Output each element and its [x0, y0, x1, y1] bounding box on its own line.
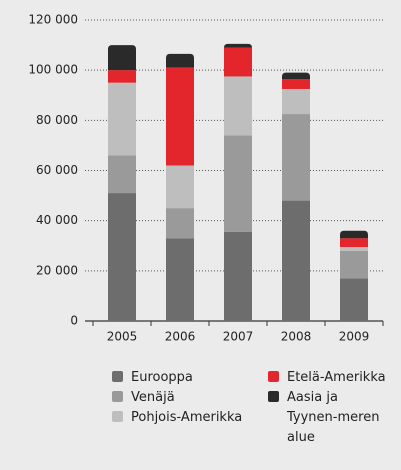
- legend-item: Aasia ja Tyynen-meren alue: [268, 388, 388, 448]
- legend-label: Aasia ja Tyynen-meren alue: [287, 390, 380, 445]
- legend-item: Etelä-Amerikka: [268, 368, 386, 388]
- legend-label: Etelä-Amerikka: [287, 370, 386, 385]
- y-tick-label: 60 000: [36, 163, 78, 177]
- bar-segment: [282, 72, 310, 79]
- bar-segment: [224, 231, 252, 321]
- bar-segment: [108, 193, 136, 321]
- bar-segment: [108, 70, 136, 83]
- bar-segment: [224, 76, 252, 136]
- bar-segment: [166, 208, 194, 239]
- x-tick-label: 2008: [281, 330, 312, 344]
- x-tick-label: 2005: [107, 330, 138, 344]
- bar-segment: [340, 247, 368, 251]
- bar-segment: [108, 155, 136, 194]
- x-tick-label: 2007: [223, 330, 254, 344]
- bar-segment: [224, 135, 252, 232]
- bar-segment: [340, 230, 368, 239]
- bar-segment: [282, 114, 310, 201]
- legend-label: Eurooppa: [131, 370, 193, 385]
- y-tick-label: 40 000: [36, 213, 78, 227]
- legend-item: Pohjois-Amerikka: [112, 408, 242, 428]
- bar-segment: [340, 238, 368, 248]
- bar-segment: [224, 47, 252, 77]
- bar-segment: [340, 250, 368, 279]
- y-tick-label: 100 000: [28, 63, 78, 77]
- legend-item: Venäjä: [112, 388, 175, 408]
- bar-segment: [166, 67, 194, 166]
- bar-segment: [108, 82, 136, 156]
- bar-segment: [282, 78, 310, 89]
- bar-segment: [166, 165, 194, 209]
- y-tick-label: 80 000: [36, 113, 78, 127]
- chart: 0 20 000 40 000 60 000 80 000 100 000 120 000 2…: [28, 13, 384, 344]
- legend-swatch: [112, 371, 123, 382]
- legend-swatch: [112, 411, 123, 422]
- x-tick-label: 2009: [339, 330, 370, 344]
- bar-segment: [224, 43, 252, 48]
- bar-segment: [282, 88, 310, 115]
- legend-swatch: [268, 391, 279, 402]
- y-tick-label: 120 000: [28, 13, 78, 27]
- bar-segment: [166, 238, 194, 321]
- y-tick-label: 0: [70, 314, 78, 328]
- y-tick-label: 20 000: [36, 263, 78, 277]
- legend-item: Eurooppa: [112, 368, 193, 388]
- bar-segment: [108, 45, 136, 71]
- bar-segment: [166, 53, 194, 68]
- legend-label: Pohjois-Amerikka: [131, 410, 243, 425]
- legend-swatch: [112, 391, 123, 402]
- legend-label: Venäjä: [131, 390, 175, 405]
- bar-segment: [340, 278, 368, 321]
- legend-swatch: [268, 371, 279, 382]
- bar-segment: [282, 200, 310, 321]
- x-tick-label: 2006: [165, 330, 196, 344]
